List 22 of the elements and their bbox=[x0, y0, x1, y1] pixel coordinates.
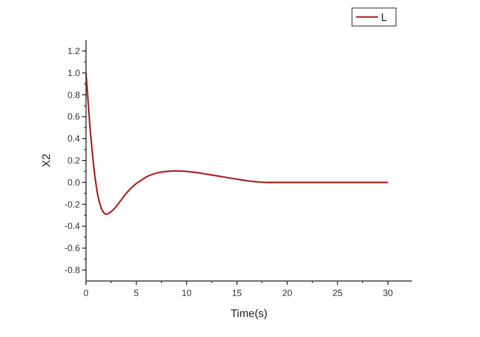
y-tick-label: -0.2 bbox=[64, 199, 80, 210]
y-axis-title: X2 bbox=[41, 154, 53, 168]
y-tick-label: -0.4 bbox=[64, 221, 80, 232]
x-tick-label: 0 bbox=[83, 288, 89, 298]
legend-label: L bbox=[381, 12, 388, 24]
y-tick-label: 0.8 bbox=[67, 90, 80, 100]
x-tick-label: 15 bbox=[232, 288, 242, 298]
x-tick-label: 25 bbox=[332, 288, 343, 298]
line-series bbox=[85, 72, 389, 215]
y-tick-label: 0.2 bbox=[67, 156, 80, 166]
x-tick-label: 30 bbox=[382, 288, 393, 298]
x-tick-label: 10 bbox=[182, 288, 192, 298]
x-axis-title: Time(s) bbox=[230, 308, 268, 320]
y-tick-label: -0.8 bbox=[64, 265, 80, 276]
y-tick-label: 0.6 bbox=[67, 112, 80, 122]
y-tick-label: -0.6 bbox=[64, 243, 80, 254]
x-tick-label: 5 bbox=[134, 288, 139, 298]
y-tick-label: 0.0 bbox=[67, 177, 80, 188]
y-tick-label: 1.2 bbox=[67, 46, 80, 56]
y-tick-label: 0.4 bbox=[67, 134, 80, 144]
y-tick-label: 1.0 bbox=[67, 68, 80, 78]
x-tick-label: 20 bbox=[282, 288, 292, 298]
